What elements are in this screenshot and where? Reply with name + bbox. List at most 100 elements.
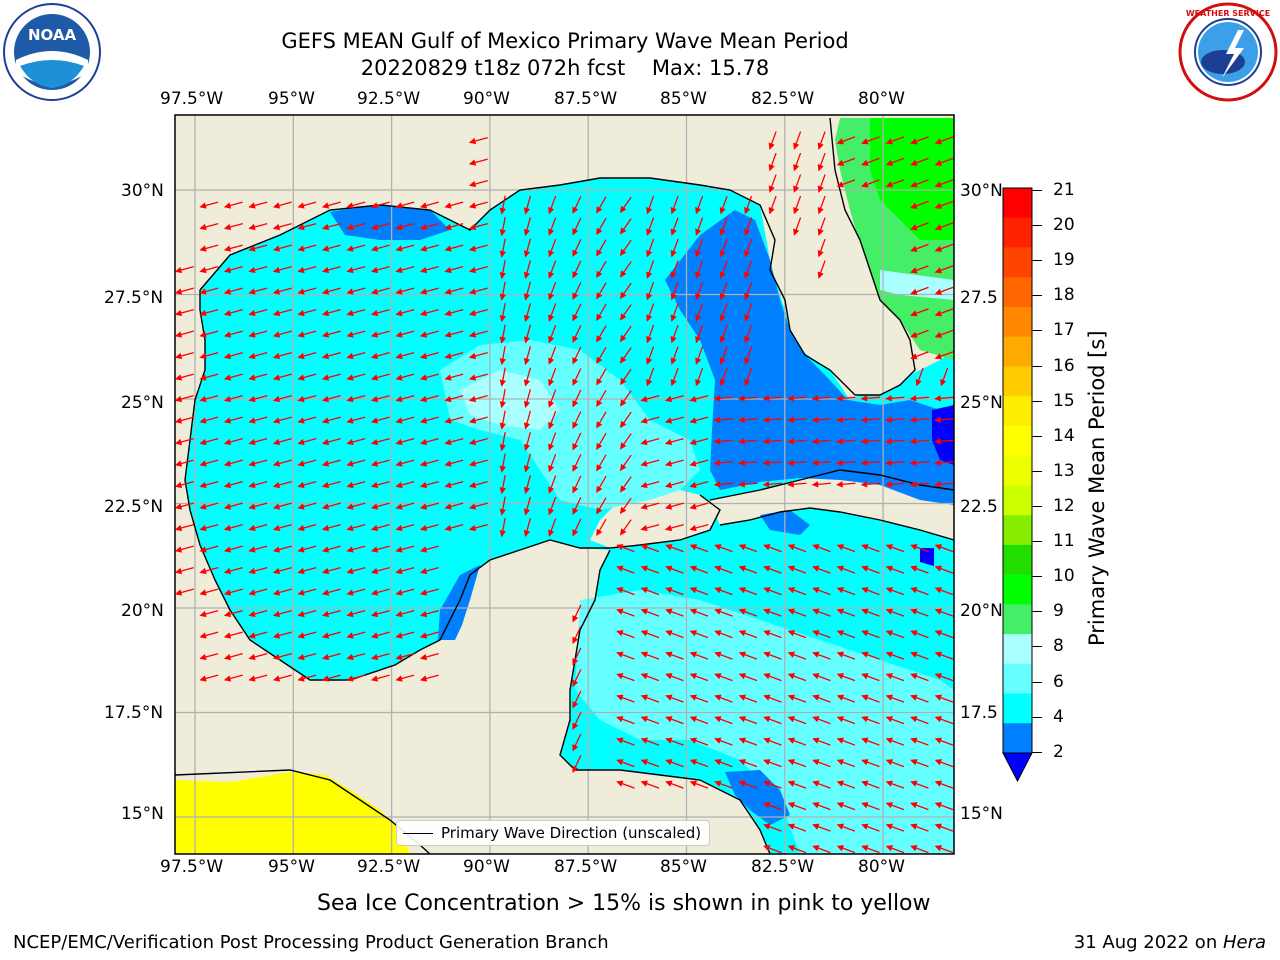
wave-arrow bbox=[787, 416, 807, 424]
wave-arrow bbox=[499, 389, 506, 409]
wave-arrow bbox=[370, 502, 390, 510]
wave-arrow bbox=[763, 608, 782, 617]
wave-arrow bbox=[468, 158, 488, 166]
wave-arrow bbox=[910, 222, 929, 231]
wave-arrow bbox=[713, 459, 734, 467]
wave-arrow bbox=[199, 287, 219, 295]
period-8-9-patch bbox=[460, 370, 560, 430]
wave-arrow bbox=[346, 287, 366, 295]
wave-arrow bbox=[199, 330, 219, 338]
colorbar-segment bbox=[1003, 188, 1032, 219]
wave-arrow bbox=[370, 653, 390, 661]
colorbar-tick-mark bbox=[1032, 576, 1042, 577]
wave-arrow bbox=[619, 282, 632, 300]
wave-arrow bbox=[272, 266, 292, 274]
wave-arrow bbox=[346, 502, 366, 510]
colorbar-tick-mark bbox=[1032, 295, 1042, 296]
wave-arrow bbox=[934, 416, 954, 424]
wave-arrow bbox=[763, 823, 782, 832]
wave-arrow bbox=[499, 518, 506, 538]
wave-arrow bbox=[523, 367, 532, 387]
wave-arrow bbox=[910, 329, 929, 338]
wave-arrow bbox=[861, 716, 880, 725]
wave-arrow bbox=[199, 438, 219, 446]
wave-arrow bbox=[596, 325, 607, 343]
wave-arrow bbox=[619, 218, 632, 235]
colorbar-tick-label: 18 bbox=[1053, 285, 1075, 305]
wave-arrow bbox=[738, 565, 758, 574]
wave-arrow bbox=[321, 223, 341, 231]
wave-arrow bbox=[885, 416, 905, 424]
wave-arrow bbox=[395, 502, 415, 510]
wave-arrow bbox=[468, 201, 488, 209]
wave-arrow bbox=[223, 545, 243, 553]
wave-arrow bbox=[817, 152, 826, 172]
wave-arrow bbox=[885, 459, 905, 467]
wave-arrow bbox=[738, 395, 758, 402]
wave-arrow bbox=[738, 608, 758, 617]
wave-arrow bbox=[744, 238, 753, 258]
wave-arrow bbox=[468, 524, 488, 532]
wave-arrow bbox=[444, 416, 464, 424]
wave-arrow bbox=[499, 475, 506, 495]
wave-arrow bbox=[297, 674, 317, 682]
wave-arrow bbox=[199, 201, 219, 209]
wave-arrow bbox=[640, 587, 660, 596]
wave-arrow bbox=[910, 845, 929, 854]
wave-arrow bbox=[664, 459, 684, 467]
wave-arrow bbox=[548, 303, 557, 322]
wave-arrow bbox=[646, 217, 655, 236]
wave-arrow bbox=[548, 496, 557, 516]
wave-arrow bbox=[297, 438, 317, 446]
wave-arrow bbox=[665, 673, 684, 682]
wave-arrow bbox=[444, 395, 464, 403]
wave-arrow bbox=[370, 524, 390, 532]
wave-arrow bbox=[223, 653, 243, 661]
wave-arrow bbox=[763, 651, 782, 660]
wave-arrow bbox=[861, 651, 880, 660]
wave-arrow bbox=[885, 845, 905, 854]
colorbar-tick-label: 12 bbox=[1053, 496, 1075, 516]
lon-tick-top-3: 90°W bbox=[463, 89, 510, 109]
nws-logo: WEATHER SERVICE bbox=[1178, 2, 1278, 102]
wave-arrow bbox=[910, 694, 929, 703]
wave-arrow bbox=[199, 524, 219, 532]
wave-arrow bbox=[499, 453, 506, 473]
wave-arrow bbox=[223, 459, 243, 467]
wave-arrow bbox=[616, 780, 635, 789]
wave-arrow bbox=[321, 674, 341, 682]
wave-arrow bbox=[763, 737, 782, 746]
wave-arrow bbox=[499, 410, 506, 430]
wave-arrow bbox=[763, 759, 782, 768]
wave-arrow bbox=[640, 481, 660, 489]
colorbar-tick-mark bbox=[1032, 717, 1042, 718]
wave-arrow bbox=[664, 438, 684, 446]
wave-arrow bbox=[468, 309, 488, 317]
wave-arrow bbox=[548, 389, 557, 408]
wave-arrow bbox=[444, 373, 464, 381]
wave-arrow bbox=[297, 201, 317, 209]
florida-land bbox=[760, 200, 915, 395]
wave-arrow bbox=[934, 694, 954, 703]
wave-arrow bbox=[346, 330, 366, 338]
colorbar-segment bbox=[1003, 485, 1032, 516]
wave-arrow bbox=[248, 524, 268, 532]
wave-arrow bbox=[836, 459, 856, 467]
wave-arrow bbox=[763, 802, 782, 811]
wave-arrow bbox=[836, 845, 856, 854]
colorbar-tick-label: 14 bbox=[1053, 426, 1075, 446]
wave-arrow bbox=[321, 266, 341, 274]
wave-arrow bbox=[346, 438, 366, 446]
wave-arrow bbox=[199, 223, 219, 231]
wave-arrow bbox=[836, 179, 856, 188]
wave-arrow bbox=[713, 438, 734, 445]
wave-arrow bbox=[885, 136, 905, 145]
wave-arrow bbox=[272, 438, 292, 446]
wave-arrow bbox=[572, 325, 582, 343]
wave-arrow bbox=[321, 545, 341, 553]
wave-arrow bbox=[934, 308, 954, 317]
wave-arrow bbox=[836, 544, 856, 553]
wave-arrow bbox=[670, 238, 679, 258]
wave-arrow bbox=[272, 330, 292, 338]
wave-arrow bbox=[175, 266, 194, 274]
